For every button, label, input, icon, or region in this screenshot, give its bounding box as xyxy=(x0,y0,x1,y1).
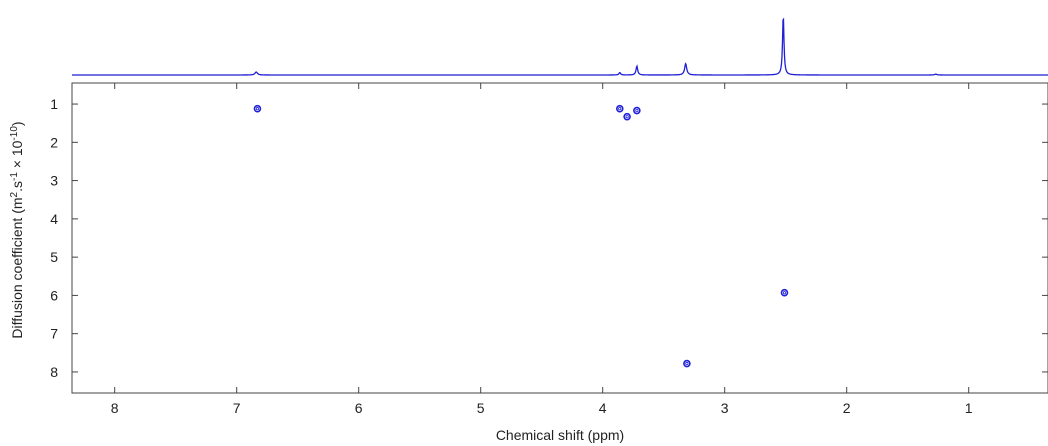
contour-point xyxy=(253,104,262,113)
x-tick-label: 5 xyxy=(477,400,485,416)
y-tick-label: 3 xyxy=(50,173,58,189)
y-tick-label: 1 xyxy=(50,96,58,112)
y-tick-label: 2 xyxy=(50,134,58,150)
x-axis: 8 7 6 5 4 3 2 1 xyxy=(111,83,973,416)
spectrum-line xyxy=(72,17,1048,76)
y-axis: 1 2 3 4 5 6 7 8 xyxy=(50,96,1048,380)
x-tick-label: 1 xyxy=(965,400,973,416)
y-tick-label: 7 xyxy=(50,326,58,342)
contour-point xyxy=(780,288,789,297)
y-tick-label: 5 xyxy=(50,249,58,265)
contour-point xyxy=(623,112,631,121)
contour-peaks xyxy=(253,104,789,368)
x-axis-label: Chemical shift (ppm) xyxy=(496,427,624,443)
x-tick-label: 4 xyxy=(599,400,607,416)
x-tick-label: 2 xyxy=(843,400,851,416)
contour-point xyxy=(615,104,624,113)
contour-point xyxy=(683,359,691,368)
x-tick-label: 3 xyxy=(721,400,729,416)
y-tick-label: 8 xyxy=(50,364,58,380)
contour-point xyxy=(633,106,641,115)
x-tick-label: 8 xyxy=(111,400,119,416)
plot-frame xyxy=(71,82,1048,394)
x-tick-label: 6 xyxy=(355,400,363,416)
y-tick-label: 6 xyxy=(50,287,58,303)
projection-spectrum xyxy=(72,17,1048,76)
y-tick-label: 4 xyxy=(50,211,58,227)
y-axis-label: Diffusion coefficient (m2.s-1 × 10-10) xyxy=(9,121,26,338)
x-tick-label: 7 xyxy=(233,400,241,416)
